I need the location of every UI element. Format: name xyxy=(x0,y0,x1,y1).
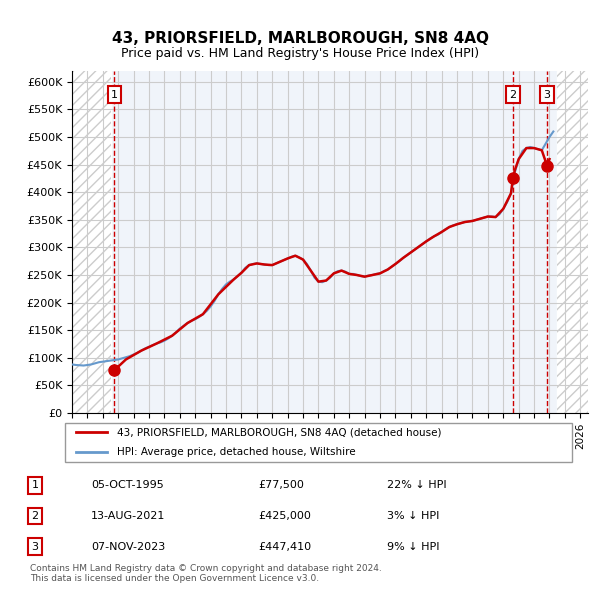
Text: 1: 1 xyxy=(111,90,118,100)
Bar xyxy=(557,71,588,413)
Bar xyxy=(557,71,588,413)
Text: HPI: Average price, detached house, Wiltshire: HPI: Average price, detached house, Wilt… xyxy=(118,447,356,457)
Text: Price paid vs. HM Land Registry's House Price Index (HPI): Price paid vs. HM Land Registry's House … xyxy=(121,47,479,60)
Text: £425,000: £425,000 xyxy=(259,511,311,521)
Text: £77,500: £77,500 xyxy=(259,480,304,490)
Text: Contains HM Land Registry data © Crown copyright and database right 2024.
This d: Contains HM Land Registry data © Crown c… xyxy=(30,563,382,583)
Bar xyxy=(72,71,110,413)
Text: 13-AUG-2021: 13-AUG-2021 xyxy=(91,511,166,521)
Text: 05-OCT-1995: 05-OCT-1995 xyxy=(91,480,164,490)
Text: 3: 3 xyxy=(32,542,38,552)
Text: 43, PRIORSFIELD, MARLBOROUGH, SN8 4AQ: 43, PRIORSFIELD, MARLBOROUGH, SN8 4AQ xyxy=(112,31,488,46)
Bar xyxy=(72,71,110,413)
Text: 1: 1 xyxy=(32,480,38,490)
Text: 43, PRIORSFIELD, MARLBOROUGH, SN8 4AQ (detached house): 43, PRIORSFIELD, MARLBOROUGH, SN8 4AQ (d… xyxy=(118,427,442,437)
Text: 3: 3 xyxy=(544,90,551,100)
Text: 22% ↓ HPI: 22% ↓ HPI xyxy=(387,480,446,490)
Text: 07-NOV-2023: 07-NOV-2023 xyxy=(91,542,165,552)
Text: 3% ↓ HPI: 3% ↓ HPI xyxy=(387,511,439,521)
Text: 9% ↓ HPI: 9% ↓ HPI xyxy=(387,542,439,552)
Text: 2: 2 xyxy=(32,511,39,521)
FancyBboxPatch shape xyxy=(65,423,572,463)
Text: £447,410: £447,410 xyxy=(259,542,311,552)
Text: 2: 2 xyxy=(509,90,517,100)
